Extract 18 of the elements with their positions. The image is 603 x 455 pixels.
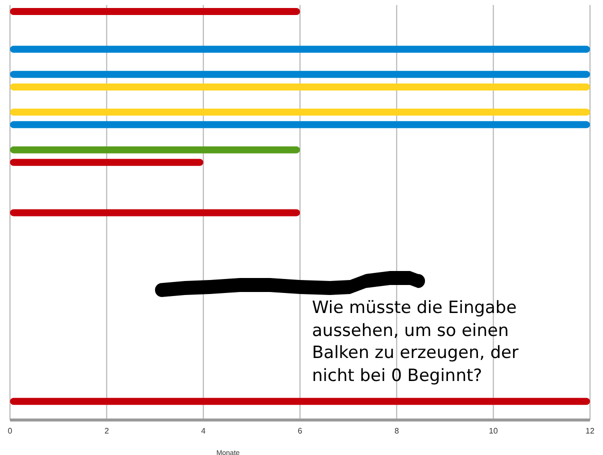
x-tick-label: 8 bbox=[394, 426, 400, 436]
x-tick-label: 4 bbox=[201, 426, 206, 436]
x-tick-label: 0 bbox=[8, 426, 13, 436]
bar bbox=[10, 8, 300, 15]
x-tick-label: 12 bbox=[586, 426, 595, 436]
bar bbox=[10, 108, 590, 116]
bar bbox=[10, 70, 590, 78]
x-tick-label: 6 bbox=[298, 426, 303, 436]
bar bbox=[10, 121, 590, 128]
bar bbox=[10, 83, 590, 90]
bar bbox=[10, 158, 204, 166]
x-tick-label: 10 bbox=[488, 426, 498, 436]
bar bbox=[10, 209, 300, 216]
bar bbox=[10, 46, 590, 53]
x-tick-label: 2 bbox=[104, 426, 110, 436]
annotation: Wie müsste die Eingabe aussehen, um so einen Balken zu erzeugen, der nicht bei 0 Beginnt? bbox=[312, 297, 520, 387]
bar bbox=[10, 398, 590, 405]
bar bbox=[10, 146, 300, 154]
